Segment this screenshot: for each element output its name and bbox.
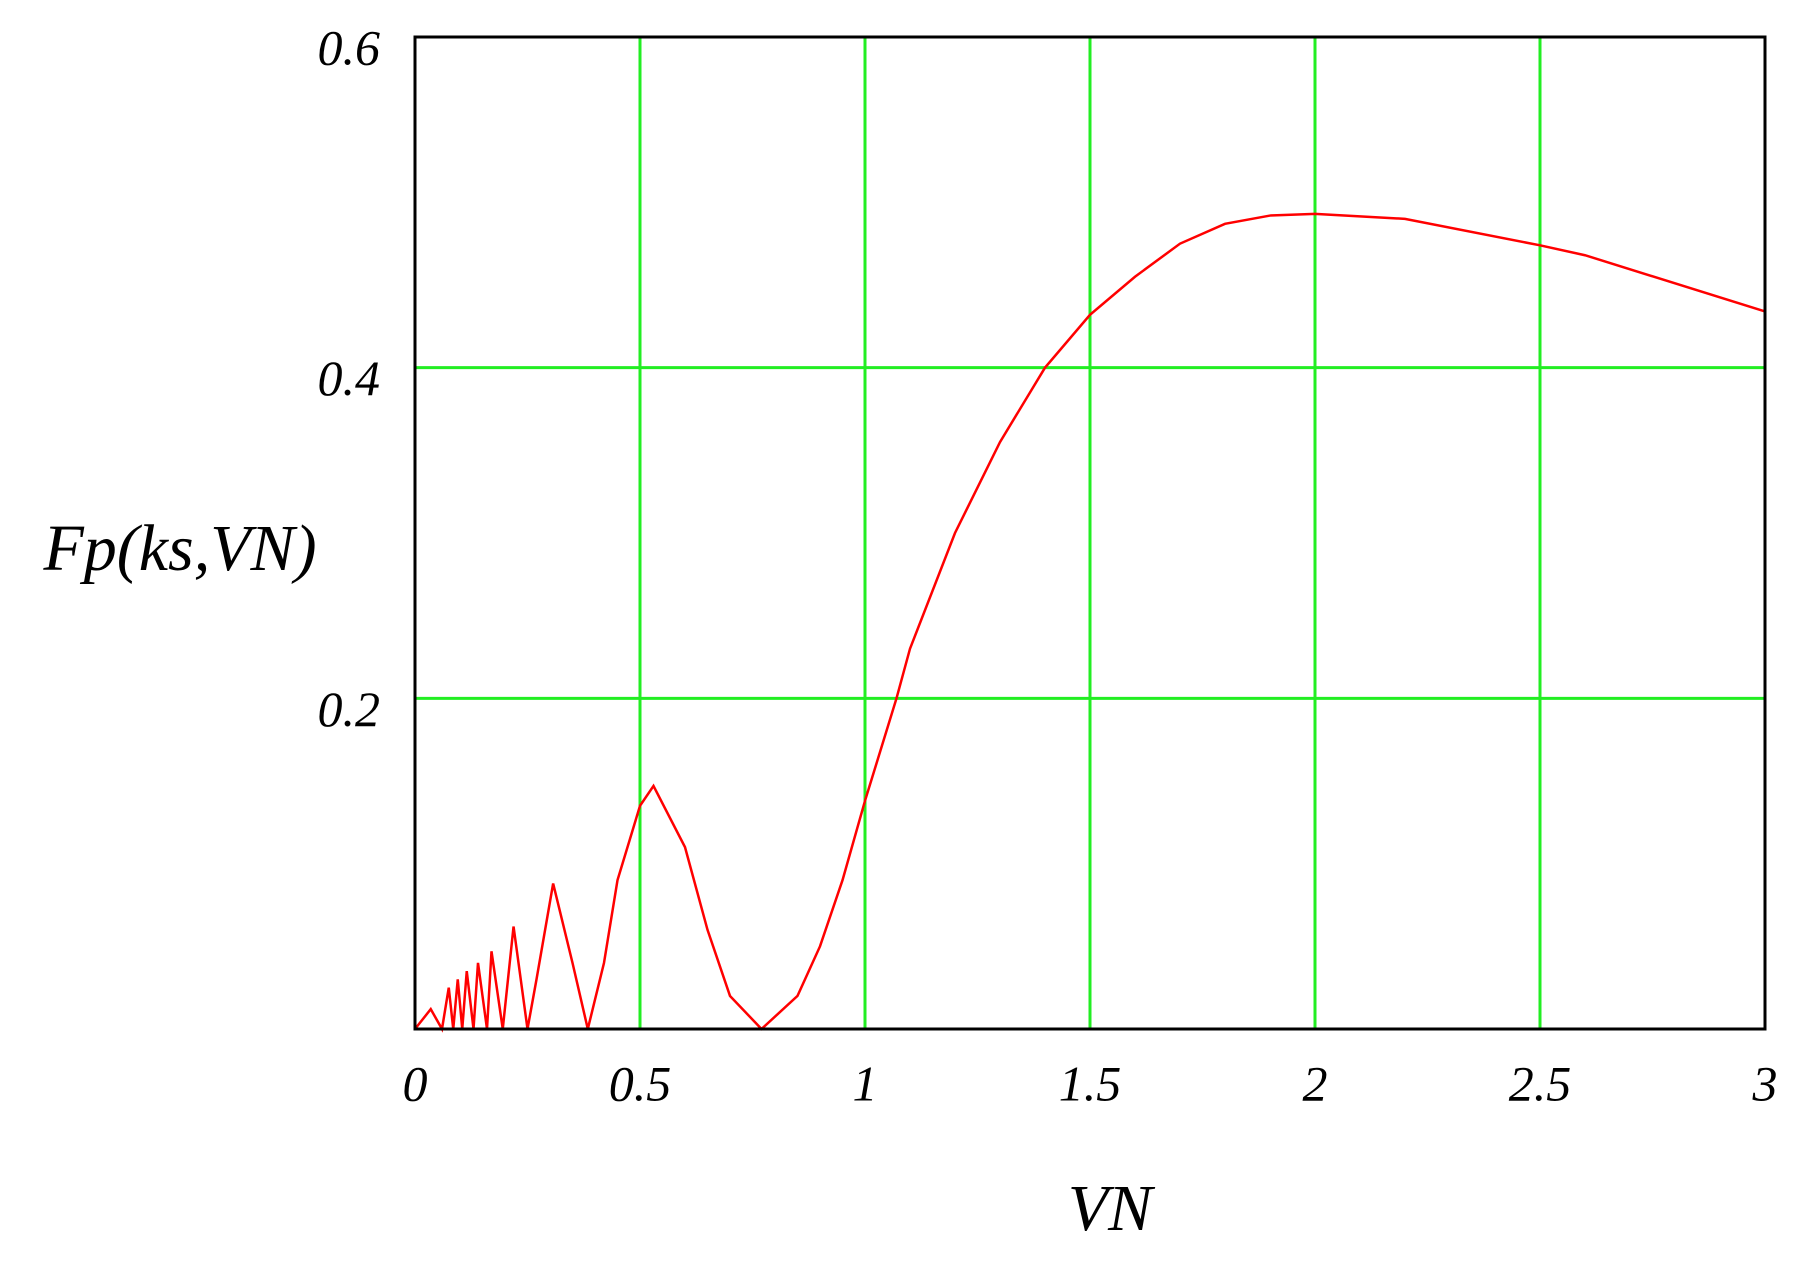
x-tick-label: 1.5	[1059, 1055, 1122, 1111]
x-tick-label: 0.5	[609, 1055, 672, 1111]
y-axis-label: Fp(ks,VN)	[42, 512, 316, 585]
y-tick-label: 0.6	[318, 19, 381, 75]
x-axis-label: VN	[1068, 1172, 1156, 1245]
plot-border	[413, 35, 1767, 1031]
x-tick-label: 3	[1752, 1055, 1778, 1111]
x-tick-label: 2.5	[1509, 1055, 1572, 1111]
y-tick-label: 0.4	[318, 350, 381, 406]
y-tick-label: 0.2	[318, 681, 381, 737]
data-line	[414, 212, 1766, 1033]
x-tick-label: 2	[1303, 1055, 1328, 1111]
x-tick-label: 1	[853, 1055, 878, 1111]
x-tick-label: 0	[403, 1055, 428, 1111]
